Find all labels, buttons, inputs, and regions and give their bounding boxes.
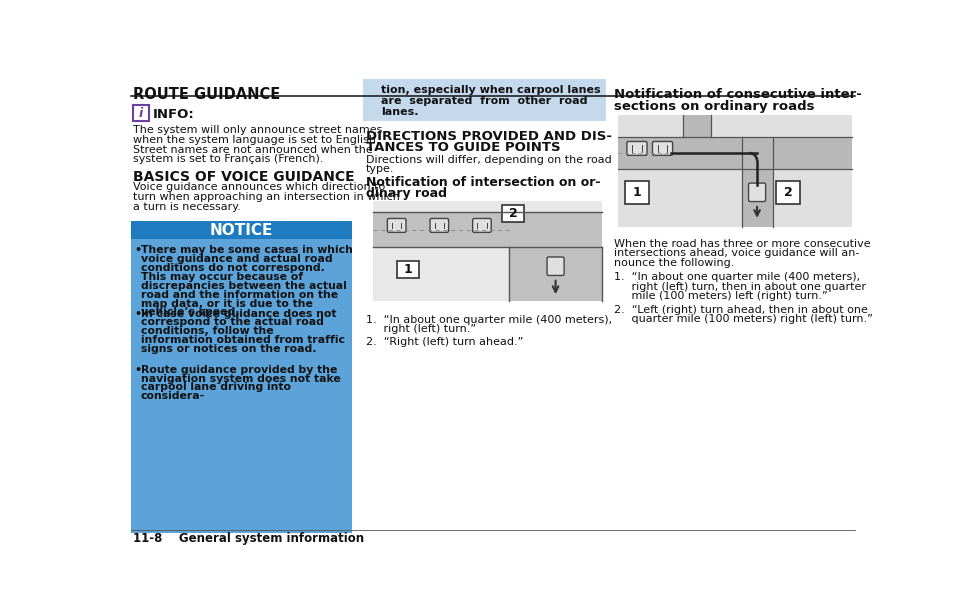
FancyBboxPatch shape — [397, 261, 418, 278]
Text: right (left) turn, then in about one quarter: right (left) turn, then in about one qua… — [613, 282, 864, 292]
Text: conditions, follow the: conditions, follow the — [141, 326, 274, 336]
Text: Street names are not announced when the: Street names are not announced when the — [133, 145, 373, 154]
FancyBboxPatch shape — [546, 257, 563, 275]
Text: ROUTE GUIDANCE: ROUTE GUIDANCE — [133, 87, 280, 102]
Text: map data, or it is due to the: map data, or it is due to the — [141, 299, 313, 309]
Bar — [131, 221, 352, 533]
Text: Directions will differ, depending on the road: Directions will differ, depending on the… — [365, 154, 611, 165]
FancyBboxPatch shape — [387, 218, 406, 232]
Text: are  separated  from  other  road: are separated from other road — [381, 96, 587, 106]
Text: conditions do not correspond.: conditions do not correspond. — [141, 263, 324, 273]
Text: correspond to the actual road: correspond to the actual road — [141, 317, 323, 328]
Text: Route guidance provided by the: Route guidance provided by the — [141, 365, 337, 375]
Text: TANCES TO GUIDE POINTS: TANCES TO GUIDE POINTS — [365, 140, 559, 154]
Text: In case voice guidance does not: In case voice guidance does not — [141, 309, 336, 319]
Text: This may occur because of: This may occur because of — [141, 272, 303, 282]
Text: discrepancies between the actual: discrepancies between the actual — [141, 281, 346, 291]
Bar — [509, 212, 601, 301]
Text: carpool lane driving into: carpool lane driving into — [141, 382, 291, 393]
FancyBboxPatch shape — [652, 142, 672, 156]
Text: i: i — [139, 106, 143, 120]
Text: system is set to Français (French).: system is set to Français (French). — [133, 154, 323, 164]
Bar — [363, 79, 605, 121]
Text: 1: 1 — [403, 263, 413, 276]
Text: 2: 2 — [782, 186, 792, 199]
Text: Notification of consecutive inter-: Notification of consecutive inter- — [613, 88, 861, 102]
Bar — [617, 116, 851, 227]
Bar — [373, 212, 601, 247]
Text: INFO:: INFO: — [152, 108, 194, 122]
Text: 2.  “Right (left) turn ahead.”: 2. “Right (left) turn ahead.” — [365, 337, 522, 347]
Text: nounce the following.: nounce the following. — [613, 258, 733, 268]
Text: type.: type. — [365, 164, 394, 174]
Text: sections on ordinary roads: sections on ordinary roads — [613, 100, 813, 113]
Text: right (left) turn.”: right (left) turn.” — [365, 324, 476, 334]
Text: NOTICE: NOTICE — [210, 223, 273, 238]
Text: lanes.: lanes. — [381, 107, 418, 117]
FancyBboxPatch shape — [776, 181, 799, 204]
Text: a turn is necessary.: a turn is necessary. — [133, 201, 241, 212]
Text: The system will only announce street names: The system will only announce street nam… — [133, 125, 382, 136]
Text: Voice guidance announces which direction to: Voice guidance announces which direction… — [133, 182, 385, 192]
Bar — [740, 169, 772, 227]
FancyBboxPatch shape — [472, 218, 491, 232]
Text: 11-8    General system information: 11-8 General system information — [133, 532, 364, 545]
FancyBboxPatch shape — [133, 105, 149, 121]
Text: vehicle’s speed.: vehicle’s speed. — [141, 308, 239, 317]
Text: voice guidance and actual road: voice guidance and actual road — [141, 254, 333, 264]
Text: •: • — [134, 365, 142, 375]
Text: navigation system does not take: navigation system does not take — [141, 374, 340, 384]
Text: There may be some cases in which: There may be some cases in which — [141, 246, 353, 255]
Text: When the road has three or more consecutive: When the road has three or more consecut… — [613, 238, 869, 249]
Bar — [617, 137, 851, 169]
Text: DIRECTIONS PROVIDED AND DIS-: DIRECTIONS PROVIDED AND DIS- — [365, 130, 611, 143]
FancyBboxPatch shape — [624, 181, 648, 204]
Text: 2: 2 — [508, 207, 517, 219]
Text: 2.  “Left (right) turn ahead, then in about one: 2. “Left (right) turn ahead, then in abo… — [613, 305, 866, 315]
Text: road and the information on the: road and the information on the — [141, 290, 337, 300]
Text: intersections ahead, voice guidance will an-: intersections ahead, voice guidance will… — [613, 248, 858, 258]
Text: information obtained from traffic: information obtained from traffic — [141, 335, 345, 345]
FancyBboxPatch shape — [501, 205, 523, 221]
Bar — [373, 201, 601, 301]
Bar — [131, 221, 352, 240]
FancyBboxPatch shape — [748, 183, 765, 201]
Text: •: • — [134, 246, 142, 255]
Text: considera-: considera- — [141, 392, 205, 401]
Text: BASICS OF VOICE GUIDANCE: BASICS OF VOICE GUIDANCE — [133, 170, 355, 184]
FancyBboxPatch shape — [430, 218, 448, 232]
Text: 1: 1 — [632, 186, 640, 199]
FancyBboxPatch shape — [626, 142, 646, 156]
Text: turn when approaching an intersection in which: turn when approaching an intersection in… — [133, 192, 399, 202]
Text: 1.  “In about one quarter mile (400 meters),: 1. “In about one quarter mile (400 meter… — [613, 272, 859, 282]
Text: signs or notices on the road.: signs or notices on the road. — [141, 344, 316, 354]
Text: tion, especially when carpool lanes: tion, especially when carpool lanes — [381, 85, 600, 95]
Text: mile (100 meters) left (right) turn.”: mile (100 meters) left (right) turn.” — [613, 291, 826, 301]
Text: dinary road: dinary road — [365, 187, 446, 200]
Text: •: • — [134, 309, 142, 319]
Text: quarter mile (100 meters) right (left) turn.”: quarter mile (100 meters) right (left) t… — [613, 314, 872, 324]
Bar — [682, 116, 710, 137]
Text: 1.  “In about one quarter mile (400 meters),: 1. “In about one quarter mile (400 meter… — [365, 315, 611, 325]
Text: when the system language is set to English.: when the system language is set to Engli… — [133, 135, 379, 145]
Text: Notification of intersection on or-: Notification of intersection on or- — [365, 176, 599, 189]
